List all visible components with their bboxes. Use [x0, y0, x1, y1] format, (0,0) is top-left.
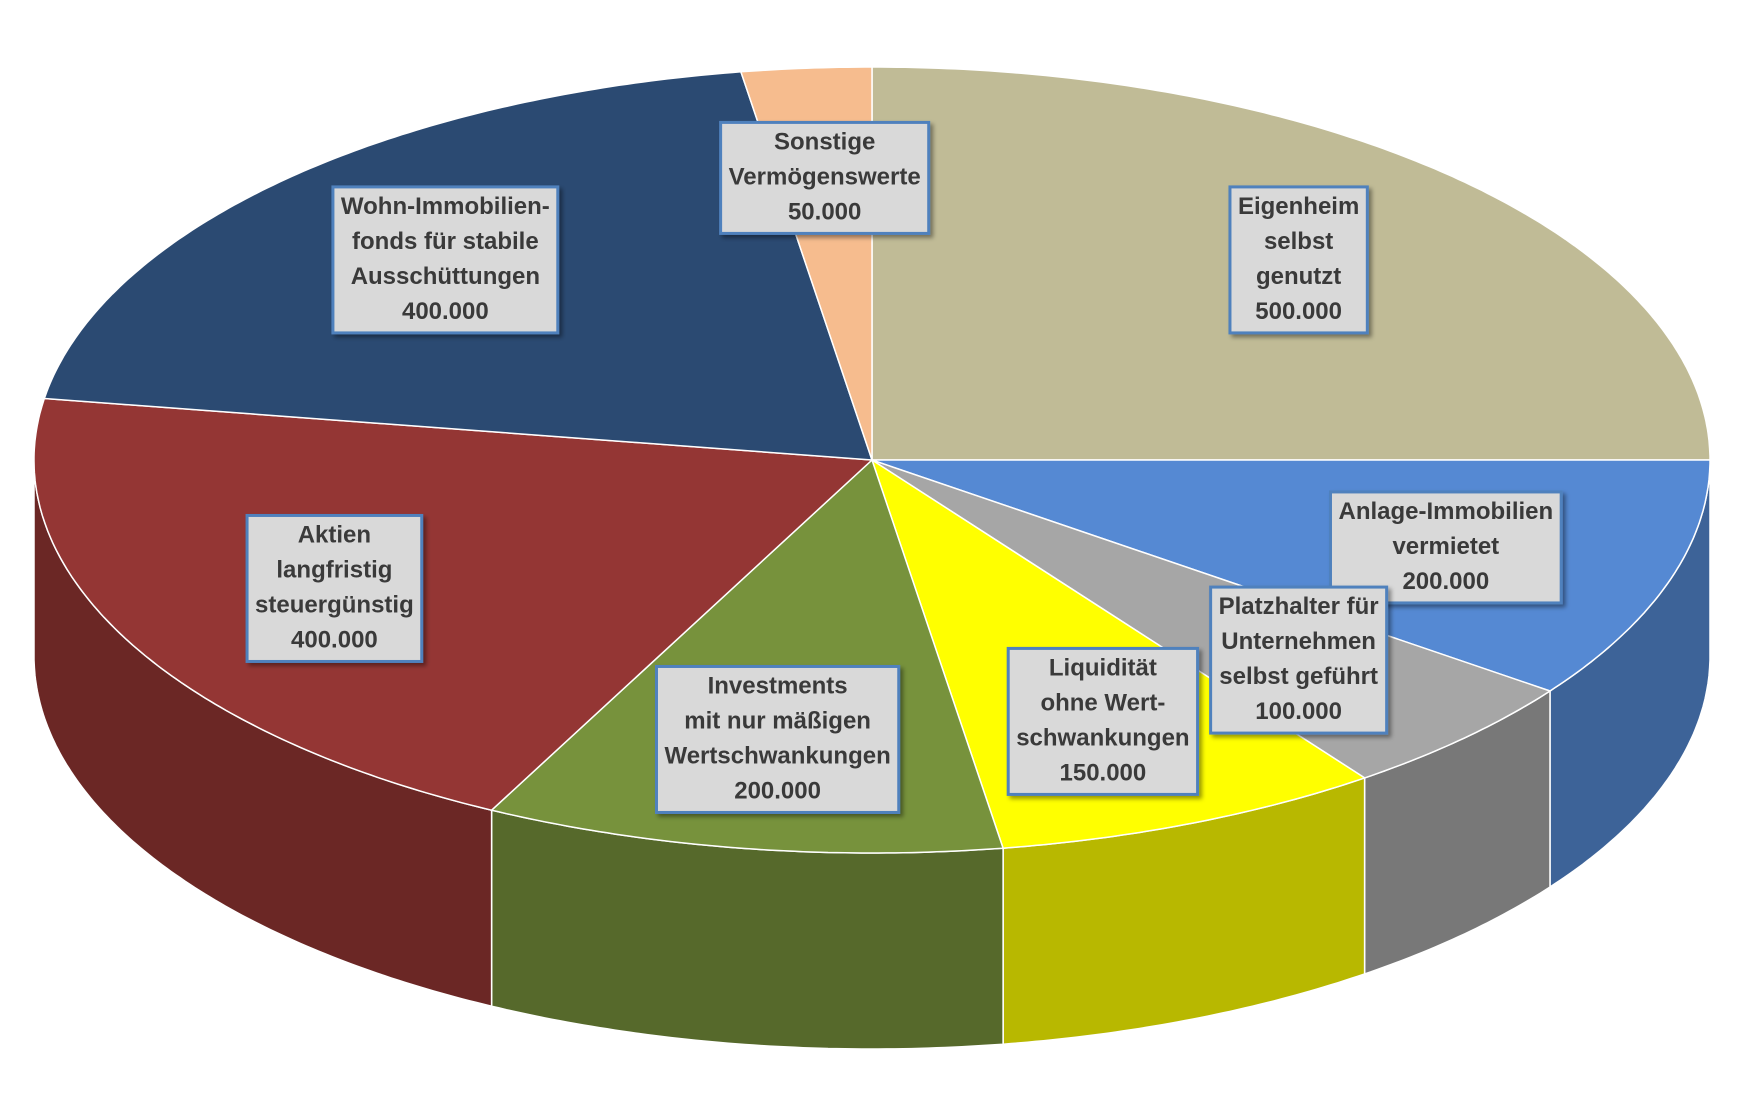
label-category: Eigenheim: [1238, 193, 1359, 220]
label-category: Investments: [708, 672, 848, 699]
label-box: [245, 513, 424, 663]
label-box: [654, 664, 901, 814]
label-box: [1006, 646, 1200, 796]
label-category: selbst: [1264, 228, 1333, 255]
label-category: fonds für stabile: [352, 228, 539, 255]
label-value: 400.000: [291, 626, 378, 653]
data-label: Eigenheim selbst genutzt 500.000: [1228, 185, 1369, 335]
label-category: vermietet: [1392, 533, 1499, 560]
label-category: Wertschwankungen: [664, 742, 890, 769]
label-value: 500.000: [1255, 298, 1342, 325]
label-category: schwankungen: [1016, 724, 1189, 751]
label-box: [331, 185, 560, 335]
label-category: mit nur mäßigen: [684, 707, 871, 734]
label-box: [719, 120, 931, 235]
label-category: selbst geführt: [1219, 663, 1378, 690]
data-label: Aktien langfristig steuergünstig 400.000: [245, 513, 424, 663]
data-label: Wohn-Immobilien-fonds für stabile Ausschü…: [331, 185, 560, 335]
label-box: [1228, 185, 1369, 335]
label-category: Sonstige: [774, 128, 875, 155]
label-value: 150.000: [1060, 759, 1147, 786]
label-value: 400.000: [402, 298, 489, 325]
data-label: Platzhalter für Unternehmen selbst geführt…: [1209, 585, 1389, 735]
data-label: Investments mit nur mäßigen Wertschwankung…: [654, 664, 901, 814]
data-label: Liquidität ohne Wert-schwankungen 150.000: [1006, 646, 1200, 796]
label-box: [1209, 585, 1389, 735]
label-category: genutzt: [1256, 263, 1341, 290]
data-label: Sonstige Vermögenswerte 50.000: [719, 120, 931, 235]
label-category: steuergünstig: [255, 591, 414, 618]
data-labels: Eigenheim selbst genutzt 500.000 Anlage-Immo…: [245, 120, 1563, 814]
label-value: 50.000: [788, 198, 861, 225]
label-category: Platzhalter für: [1219, 593, 1379, 620]
label-category: Unternehmen: [1221, 628, 1376, 655]
label-box: [1328, 490, 1563, 605]
label-category: Liquidität: [1049, 654, 1157, 681]
label-category: Ausschüttungen: [351, 263, 540, 290]
label-value: 200.000: [1402, 568, 1489, 595]
label-category: Wohn-Immobilien-: [341, 193, 550, 220]
label-category: langfristig: [276, 556, 392, 583]
label-category: Vermögenswerte: [729, 163, 921, 190]
label-value: 100.000: [1255, 698, 1342, 725]
label-category: Aktien: [298, 521, 371, 548]
label-category: Anlage-Immobilien: [1338, 498, 1553, 525]
pie-slice: [33, 397, 874, 812]
label-value: 200.000: [734, 777, 821, 804]
data-label: Anlage-Immobilien vermietet 200.000: [1328, 490, 1563, 605]
label-category: ohne Wert-: [1040, 689, 1165, 716]
